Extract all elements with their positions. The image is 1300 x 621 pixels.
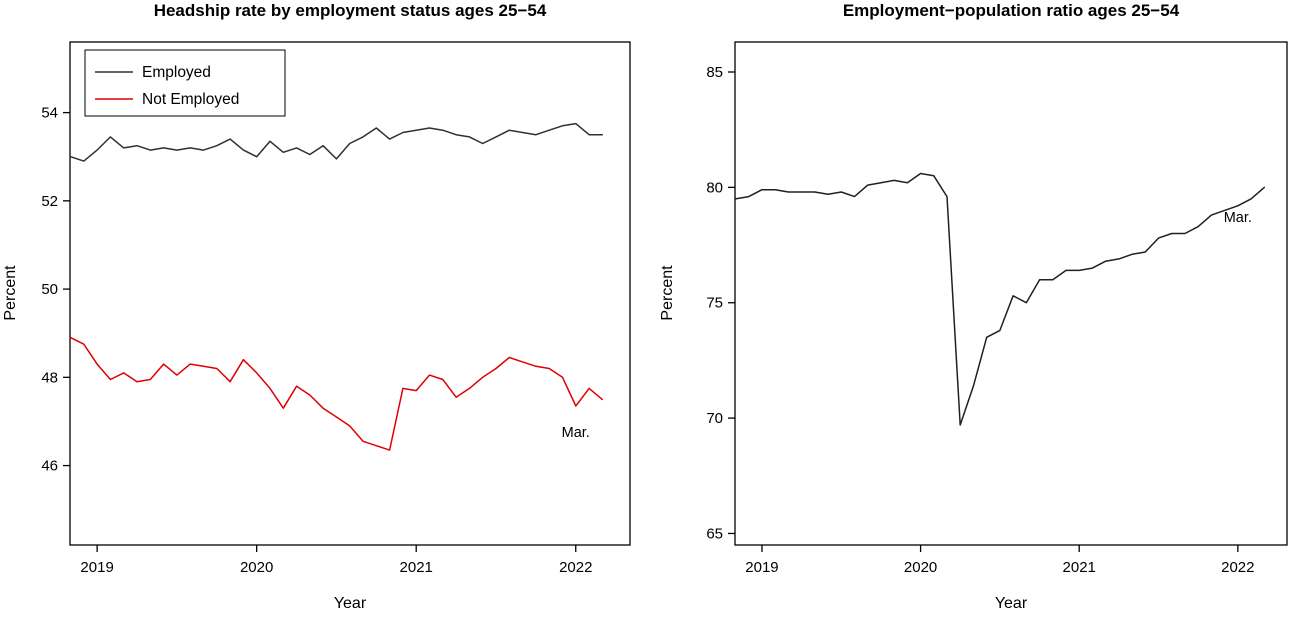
series-line-not-employed	[69, 336, 604, 451]
y-tick-label: 85	[706, 64, 723, 81]
y-tick-label: 48	[41, 369, 58, 386]
y-tick-label: 65	[706, 525, 723, 542]
headship-chart-title: Headship rate by employment status ages …	[154, 1, 547, 20]
headship-x-axis-label: Year	[334, 595, 367, 612]
x-tick-label: 2022	[559, 559, 592, 576]
annotation-mar: Mar.	[1224, 210, 1252, 226]
y-tick-label: 46	[41, 458, 58, 475]
y-tick-label: 52	[41, 193, 58, 210]
headship-y-axis-label: Percent	[2, 265, 19, 321]
headship-chart-panel: Headship rate by employment status ages …	[2, 1, 631, 612]
x-tick-label: 2021	[400, 559, 433, 576]
legend-label-employed: Employed	[142, 64, 211, 81]
plot-box	[69, 41, 631, 546]
x-tick-label: 2020	[240, 559, 273, 576]
y-tick-label: 80	[706, 179, 723, 196]
x-tick-label: 2020	[904, 559, 937, 576]
epop-chart-panel: Employment−population ratio ages 25−54 Y…	[650, 0, 1300, 621]
epop-y-axis-label: Percent	[659, 265, 676, 321]
x-tick-label: 2019	[745, 559, 778, 576]
y-tick-label: 75	[706, 295, 723, 312]
headship-chart: Headship rate by employment status ages …	[2, 1, 631, 612]
y-tick-label: 70	[706, 410, 723, 427]
annotation-mar: Mar.	[562, 425, 590, 441]
y-tick-label: 54	[41, 105, 58, 122]
epop-chart-title: Employment−population ratio ages 25−54	[843, 1, 1180, 20]
legend-box	[84, 49, 286, 117]
plot-box	[734, 41, 1288, 546]
series-line-employment-population-ratio	[734, 172, 1266, 426]
x-tick-label: 2021	[1063, 559, 1096, 576]
legend-label-not-employed: Not Employed	[142, 91, 239, 108]
series-line-employed	[69, 122, 604, 162]
x-tick-label: 2019	[80, 559, 113, 576]
epop-chart: Employment−population ratio ages 25−54 Y…	[659, 1, 1288, 612]
headship-plot-area: 2019 2020 2021 2022 46 48 50 52 54 Employed Not Em…	[41, 41, 631, 576]
epop-x-axis-label: Year	[995, 595, 1028, 612]
y-tick-label: 50	[41, 281, 58, 298]
x-tick-label: 2022	[1221, 559, 1254, 576]
epop-plot-area: 2019 2020 2021 2022 65 70 75 80 85 Mar.	[706, 41, 1288, 576]
